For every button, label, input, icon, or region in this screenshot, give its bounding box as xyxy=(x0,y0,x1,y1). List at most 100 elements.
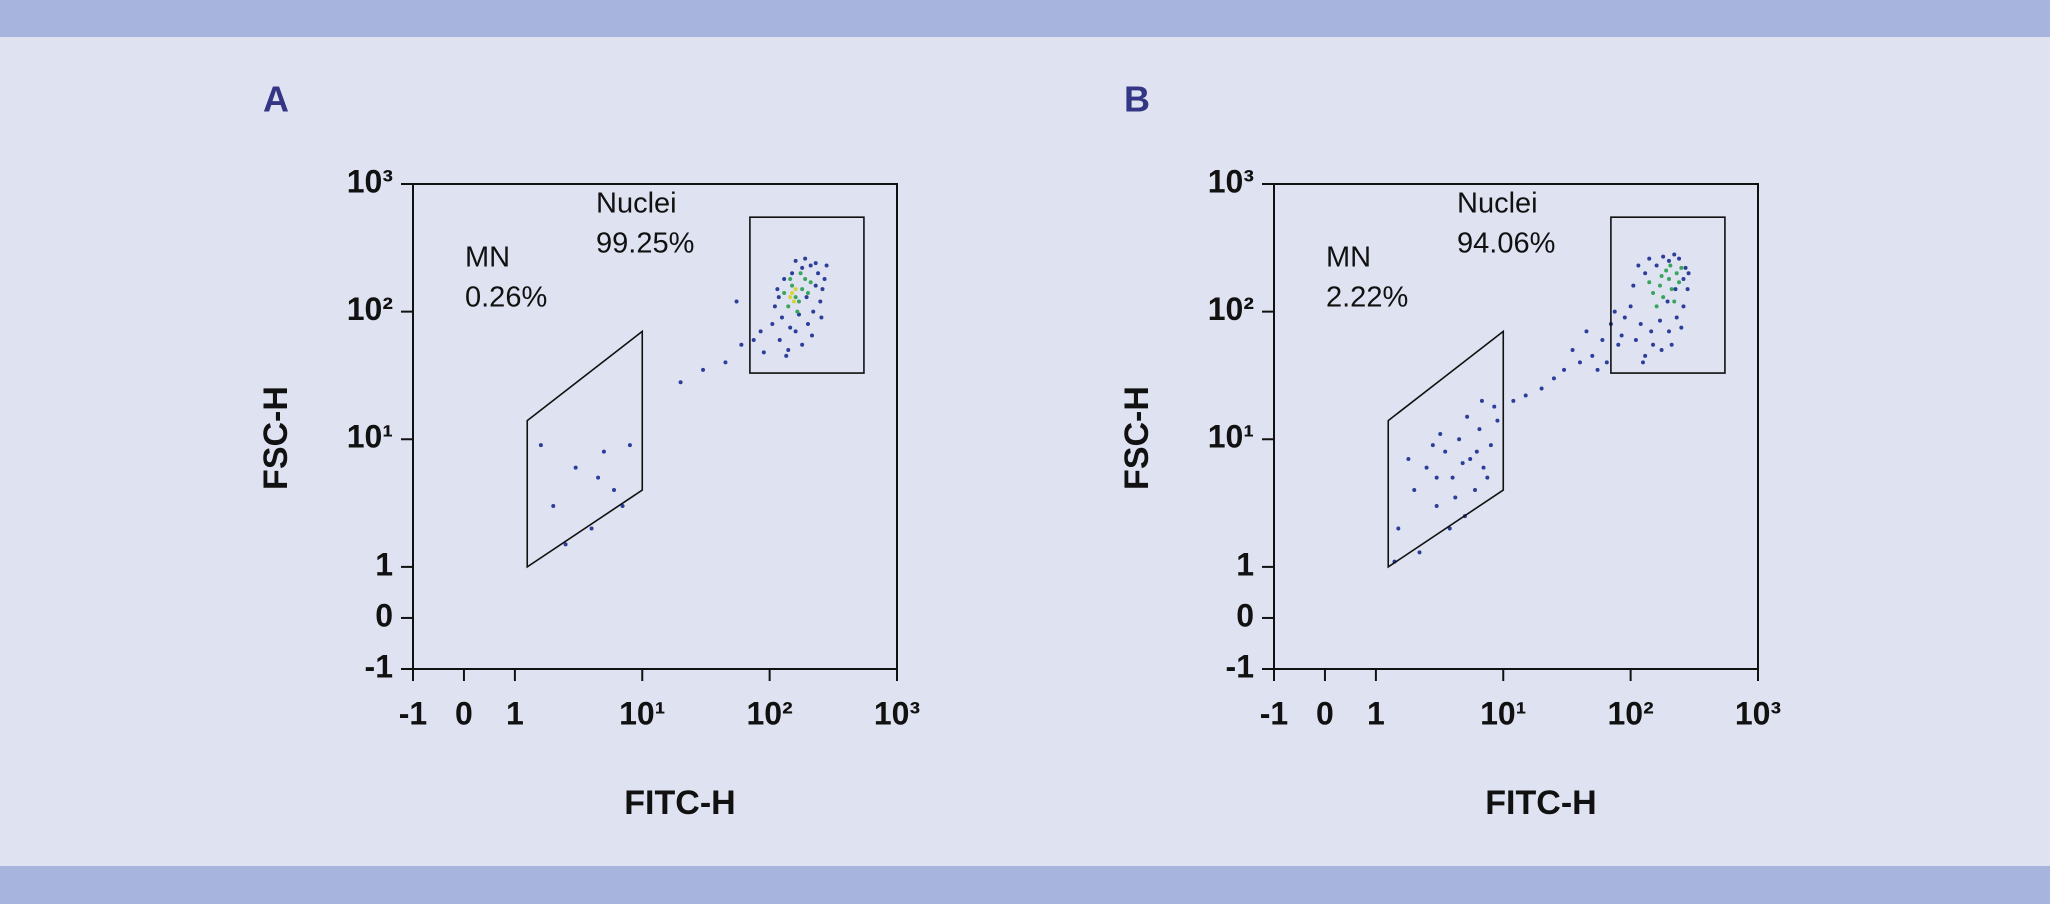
event-dot xyxy=(818,299,823,304)
event-dot xyxy=(1633,337,1638,342)
gate-percent: 2.22% xyxy=(1326,282,1408,314)
x-axis-title: FITC-H xyxy=(1485,784,1596,822)
event-dot xyxy=(1643,271,1648,276)
y-axis-title: FSC-H xyxy=(1118,386,1156,490)
y-tick-label: 0 xyxy=(1236,597,1254,633)
event-dot xyxy=(573,465,578,470)
x-tick-label: -1 xyxy=(399,695,427,731)
event-dot xyxy=(1539,386,1544,391)
event-dot xyxy=(1654,304,1659,309)
x-tick-label: 10¹ xyxy=(619,695,665,731)
event-dot xyxy=(1412,488,1417,493)
plot-frame xyxy=(1273,183,1759,670)
event-dot xyxy=(596,475,601,480)
event-dot xyxy=(824,263,829,268)
event-dot xyxy=(1666,329,1671,334)
event-dot xyxy=(805,322,810,327)
event-dot xyxy=(563,542,568,547)
x-tick-label: 10³ xyxy=(1735,695,1781,731)
y-tick-label: 10¹ xyxy=(1208,419,1254,455)
event-dot xyxy=(1492,404,1497,409)
event-dot xyxy=(1683,265,1688,270)
event-dot xyxy=(793,329,798,334)
event-dot xyxy=(777,337,782,342)
event-dot xyxy=(1686,271,1691,276)
event-dot xyxy=(1457,437,1462,442)
event-dot xyxy=(1434,503,1439,508)
event-dot xyxy=(1465,414,1470,419)
event-dot xyxy=(1649,329,1654,334)
event-dot xyxy=(808,280,813,285)
y-tick-label: 1 xyxy=(1236,546,1254,582)
event-dot xyxy=(538,443,543,448)
event-dot xyxy=(770,322,775,327)
event-dot xyxy=(1577,360,1582,365)
event-dot xyxy=(816,271,821,276)
event-dot xyxy=(1661,254,1666,259)
event-dot xyxy=(1661,295,1666,300)
event-dot xyxy=(620,503,625,508)
event-dot xyxy=(1600,337,1605,342)
event-dot xyxy=(1643,353,1648,358)
event-dot xyxy=(804,295,809,300)
event-dot xyxy=(813,283,818,288)
event-dot xyxy=(1584,329,1589,334)
event-dot xyxy=(782,277,787,282)
event-dot xyxy=(790,290,795,295)
event-dot xyxy=(790,283,795,288)
event-dot xyxy=(1668,263,1673,268)
event-dot xyxy=(1673,287,1678,292)
event-dot xyxy=(793,287,798,292)
event-dot xyxy=(723,360,728,365)
event-dot xyxy=(791,299,796,304)
event-dot xyxy=(1523,393,1528,398)
event-dot xyxy=(800,342,805,347)
event-dot xyxy=(788,325,793,330)
event-dot xyxy=(803,277,808,282)
y-tick-label: 10¹ xyxy=(347,419,393,455)
event-dot xyxy=(1604,360,1609,365)
event-dot xyxy=(1488,443,1493,448)
event-dot xyxy=(601,449,606,454)
event-dot xyxy=(793,295,798,300)
event-dot xyxy=(1438,431,1443,436)
x-axis-title: FITC-H xyxy=(624,784,735,822)
event-dot xyxy=(1659,348,1664,353)
event-dot xyxy=(1631,283,1636,288)
event-dot xyxy=(1453,495,1458,500)
gate-name: Nuclei xyxy=(1457,188,1538,220)
event-dot xyxy=(800,287,805,292)
event-dot xyxy=(1651,342,1656,347)
panel-label: B xyxy=(1124,79,1150,120)
event-dot xyxy=(734,299,739,304)
event-dot xyxy=(551,503,556,508)
event-dot xyxy=(1479,398,1484,403)
gate-name: Nuclei xyxy=(596,188,677,220)
event-dot xyxy=(1640,360,1645,365)
event-dot xyxy=(1657,283,1662,288)
y-axis-title: FSC-H xyxy=(257,386,295,490)
event-dot xyxy=(1638,322,1643,327)
event-dot xyxy=(1666,258,1671,263)
y-tick-label: -1 xyxy=(1226,648,1254,684)
x-tick-label: 10¹ xyxy=(1480,695,1526,731)
event-dot xyxy=(589,526,594,531)
event-dot xyxy=(1685,287,1690,292)
panel-label: A xyxy=(263,79,289,120)
x-tick-label: 0 xyxy=(1316,695,1334,731)
event-dot xyxy=(786,348,791,353)
event-dot xyxy=(788,277,793,282)
event-dot xyxy=(1622,315,1627,320)
event-dot xyxy=(784,353,789,358)
plot-frame xyxy=(412,183,898,670)
event-dot xyxy=(1669,287,1674,292)
event-dot xyxy=(776,295,781,300)
event-dot xyxy=(1477,427,1482,432)
y-tick-label: 10² xyxy=(347,291,393,327)
event-dot xyxy=(678,380,683,385)
event-dot xyxy=(1443,449,1448,454)
event-dot xyxy=(803,256,808,261)
event-dot xyxy=(1551,376,1556,381)
x-tick-label: -1 xyxy=(1260,695,1288,731)
